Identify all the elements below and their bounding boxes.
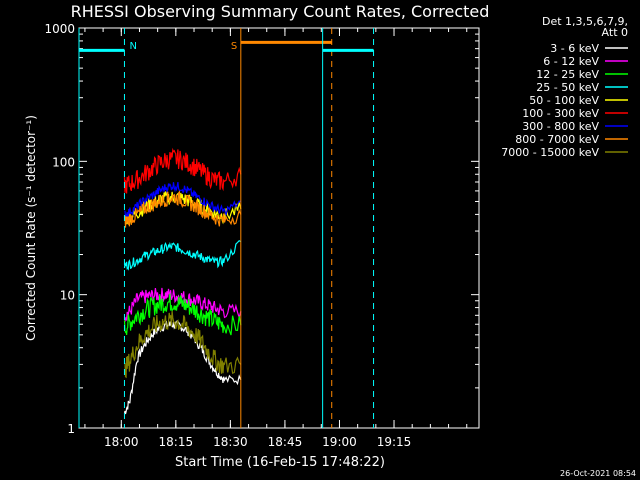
y-axis-title: Corrected Count Rate (s⁻¹ detector⁻¹) bbox=[24, 115, 38, 341]
x-tick-label: 19:15 bbox=[377, 435, 412, 449]
series-line-1 bbox=[124, 287, 242, 322]
legend-header-line-1: Att 0 bbox=[602, 26, 628, 39]
x-tick-label: 19:00 bbox=[322, 435, 357, 449]
series-line-5 bbox=[123, 147, 242, 194]
x-axis-title: Start Time (16-Feb-15 17:48:22) bbox=[175, 455, 385, 470]
y-tick-label: 10 bbox=[60, 289, 75, 303]
legend-header-line-0: Det 1,3,5,6,7,9, bbox=[542, 15, 628, 28]
legend-label-2: 12 - 25 keV bbox=[536, 68, 599, 81]
series-line-3 bbox=[123, 239, 242, 271]
legend-label-1: 6 - 12 keV bbox=[543, 55, 599, 68]
legend-label-8: 7000 - 15000 keV bbox=[501, 146, 599, 159]
series-line-6 bbox=[124, 181, 241, 218]
legend-label-0: 3 - 6 keV bbox=[550, 42, 599, 55]
footer-timestamp: 26-Oct-2021 08:54 bbox=[560, 469, 636, 478]
x-tick-label: 18:30 bbox=[213, 435, 248, 449]
y-tick-label: 1 bbox=[67, 422, 75, 436]
x-tick-label: 18:45 bbox=[268, 435, 303, 449]
marker-label-1: S bbox=[231, 41, 237, 52]
chart-title: RHESSI Observing Summary Count Rates, Co… bbox=[71, 2, 490, 21]
legend-label-6: 300 - 800 keV bbox=[522, 120, 599, 133]
series-line-7 bbox=[123, 190, 242, 228]
series-line-8 bbox=[124, 311, 242, 379]
plot-area: 1 10 100 1000 18:00 18:15 18:30 18:45 19:00 19:15… bbox=[44, 22, 480, 449]
x-tick-label: 18:00 bbox=[104, 435, 139, 449]
legend-label-5: 100 - 300 keV bbox=[522, 107, 599, 120]
y-tick-label: 1000 bbox=[44, 22, 75, 36]
y-tick-label: 100 bbox=[52, 155, 75, 169]
series-line-2 bbox=[123, 293, 242, 336]
marker-label-0: N bbox=[129, 41, 136, 52]
legend-header: Det 1,3,5,6,7,9,Att 0 bbox=[542, 15, 628, 39]
plot-frame bbox=[78, 27, 480, 429]
legend-label-3: 25 - 50 keV bbox=[536, 81, 599, 94]
x-tick-label: 18:15 bbox=[159, 435, 194, 449]
legend-label-4: 50 - 100 keV bbox=[529, 94, 599, 107]
legend-label-7: 800 - 7000 keV bbox=[515, 133, 599, 146]
